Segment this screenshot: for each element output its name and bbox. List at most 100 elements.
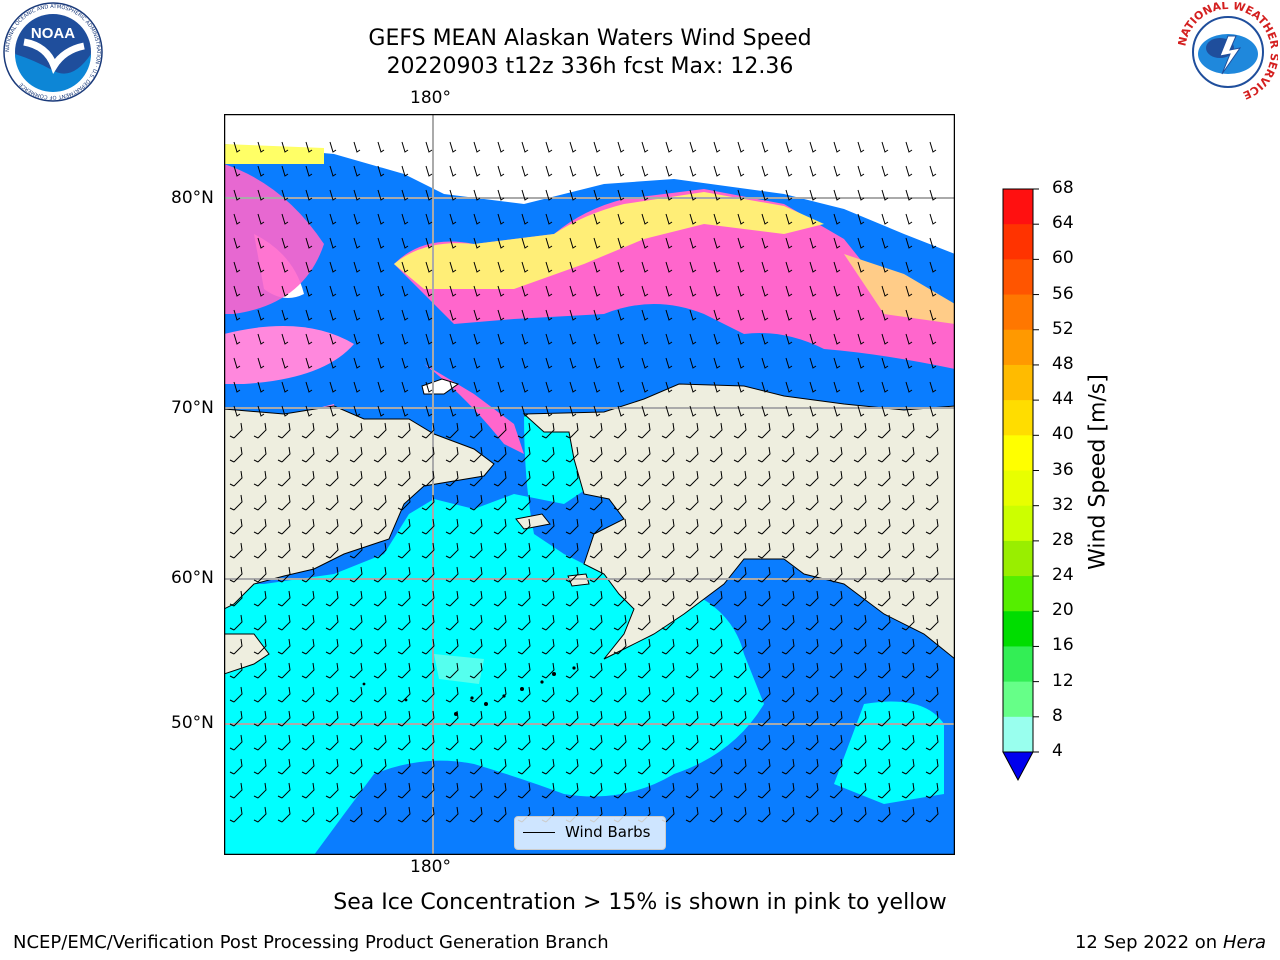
wind-barb xyxy=(757,806,771,823)
wind-barb xyxy=(449,213,457,225)
wind-barb xyxy=(473,141,481,153)
wind-barb xyxy=(493,542,507,559)
wind-barb xyxy=(661,686,675,703)
wind-barb xyxy=(781,734,795,751)
wind-barb xyxy=(541,614,555,631)
wind-barb xyxy=(781,590,795,607)
wind-barb xyxy=(493,614,507,631)
lat-label-60: 60°N xyxy=(171,568,214,588)
wind-barb xyxy=(281,141,289,153)
wind-barb xyxy=(521,141,529,153)
wind-barb xyxy=(781,758,795,775)
wind-barb xyxy=(281,261,289,273)
wind-barb xyxy=(925,446,939,463)
wind-barb xyxy=(781,782,795,799)
wind-barb xyxy=(805,494,819,511)
wind-barb xyxy=(353,213,361,225)
wind-barb xyxy=(617,357,625,369)
wind-barb xyxy=(713,333,721,345)
wind-barb xyxy=(565,734,579,751)
wind-barb xyxy=(425,357,433,369)
wind-barb xyxy=(757,494,771,511)
wind-barb xyxy=(685,686,699,703)
wind-barb xyxy=(373,782,387,799)
wind-barb xyxy=(925,758,939,775)
wind-barb xyxy=(421,782,435,799)
wind-barb xyxy=(661,614,675,631)
wind-barb xyxy=(565,518,579,535)
wind-barb xyxy=(565,638,579,655)
wind-barb xyxy=(301,422,315,439)
wind-barb xyxy=(733,638,747,655)
wind-barb xyxy=(881,309,889,321)
wind-barb xyxy=(685,518,699,535)
wind-barb xyxy=(421,518,435,535)
wind-barb xyxy=(805,542,819,559)
wind-barb xyxy=(233,405,241,417)
wind-barb xyxy=(905,141,913,153)
wind-barb xyxy=(853,470,867,487)
wind-barb xyxy=(497,261,505,273)
lat-label-80: 80°N xyxy=(171,188,214,208)
wind-barb xyxy=(593,213,601,225)
wind-barb xyxy=(253,518,267,535)
wind-barb xyxy=(301,782,315,799)
wind-barb xyxy=(469,566,483,583)
wind-barb xyxy=(829,422,843,439)
wind-barb xyxy=(329,189,337,201)
wind-barb xyxy=(373,734,387,751)
wind-barb xyxy=(613,686,627,703)
wind-barb xyxy=(449,189,457,201)
wind-barb xyxy=(325,566,339,583)
wind-barb xyxy=(785,189,793,201)
wind-barb xyxy=(593,357,601,369)
wind-barb xyxy=(877,734,891,751)
wind-barb xyxy=(877,686,891,703)
wind-barb xyxy=(349,422,363,439)
wind-barb xyxy=(373,446,387,463)
wind-barb xyxy=(445,542,459,559)
wind-barb xyxy=(881,213,889,225)
wind-barb xyxy=(637,758,651,775)
wind-barb xyxy=(253,566,267,583)
wind-barb xyxy=(689,405,697,417)
wind-barb xyxy=(301,470,315,487)
wind-barb xyxy=(901,758,915,775)
wind-barb xyxy=(661,518,675,535)
wind-barb xyxy=(425,261,433,273)
wind-barb xyxy=(545,357,553,369)
wind-barb xyxy=(229,518,243,535)
wind-barb xyxy=(469,782,483,799)
wind-barb xyxy=(829,734,843,751)
wind-barb xyxy=(301,806,315,823)
wind-barb xyxy=(785,213,793,225)
wind-barb xyxy=(257,405,265,417)
wind-barb xyxy=(925,806,939,823)
wind-barb xyxy=(709,470,723,487)
wind-barb xyxy=(329,309,337,321)
wind-barb xyxy=(277,638,291,655)
wind-barb xyxy=(829,614,843,631)
wind-barb xyxy=(661,710,675,727)
wind-barb xyxy=(589,758,603,775)
wind-barb xyxy=(421,638,435,655)
wind-barb xyxy=(233,141,241,153)
wind-barb xyxy=(253,734,267,751)
wind-barb xyxy=(901,638,915,655)
wind-barb xyxy=(829,566,843,583)
wind-barb xyxy=(229,422,243,439)
wind-barb xyxy=(329,285,337,297)
wind-barb xyxy=(781,494,795,511)
wind-barb xyxy=(685,470,699,487)
wind-barb xyxy=(277,542,291,559)
wind-barb xyxy=(469,422,483,439)
footer-run-info: 12 Sep 2022 on Hera xyxy=(1075,932,1266,953)
wind-barb xyxy=(397,686,411,703)
wind-barb xyxy=(233,213,241,225)
wind-barb xyxy=(593,381,601,393)
wind-barb xyxy=(329,381,337,393)
wind-barb xyxy=(901,734,915,751)
wind-barb xyxy=(493,518,507,535)
wind-barb xyxy=(397,590,411,607)
wind-barb xyxy=(377,141,385,153)
